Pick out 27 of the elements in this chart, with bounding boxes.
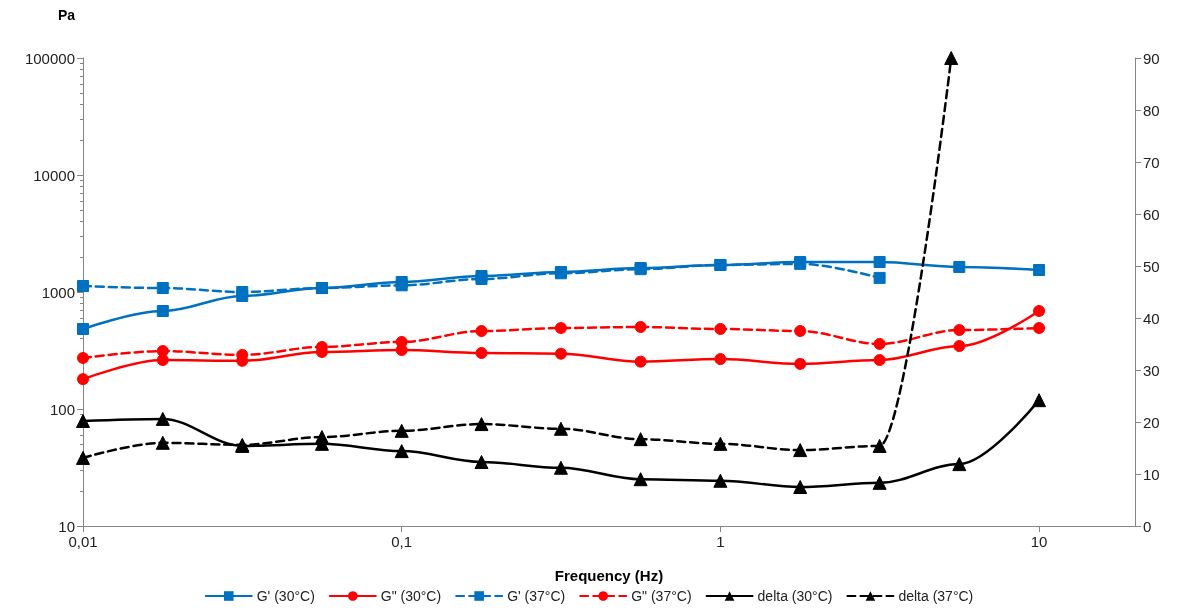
x-tick-label: 0,01 — [68, 533, 98, 550]
y2-tick-label: 30 — [1143, 361, 1160, 379]
legend-label: delta (30°C) — [757, 588, 833, 604]
y-tick-label: 100000 — [24, 49, 75, 67]
x-tick-label: 1 — [716, 533, 725, 550]
y2-tick-label: 90 — [1143, 49, 1160, 67]
y2-tick-label: 0 — [1143, 517, 1152, 535]
y2-tick-label: 60 — [1143, 205, 1160, 223]
legend-label: G" (37°C) — [631, 588, 692, 604]
y2-tick-label: 50 — [1143, 257, 1160, 275]
x-axis-title: Frequency (Hz) — [554, 567, 664, 584]
y-tick-label: 100 — [49, 400, 75, 418]
legend-label: delta (37°C) — [898, 588, 974, 604]
legend-label: G' (37°C) — [507, 588, 566, 604]
y-tick-label: 10 — [58, 517, 75, 535]
legend-label: G' (30°C) — [256, 588, 315, 604]
y2-tick-label: 70 — [1143, 153, 1160, 171]
y2-tick-label: 20 — [1143, 413, 1160, 431]
y-axis-title: Pa — [57, 7, 76, 23]
y-tick-label: 1000 — [41, 283, 75, 301]
x-tick-label: 10 — [1030, 533, 1048, 550]
legend-label: G" (30°C) — [380, 588, 442, 604]
y2-tick-label: 40 — [1143, 309, 1160, 327]
x-tick-label: 0,1 — [391, 533, 413, 550]
y2-tick-label: 10 — [1143, 465, 1160, 483]
y2-tick-label: 80 — [1143, 101, 1160, 119]
y-tick-label: 10000 — [33, 166, 75, 184]
